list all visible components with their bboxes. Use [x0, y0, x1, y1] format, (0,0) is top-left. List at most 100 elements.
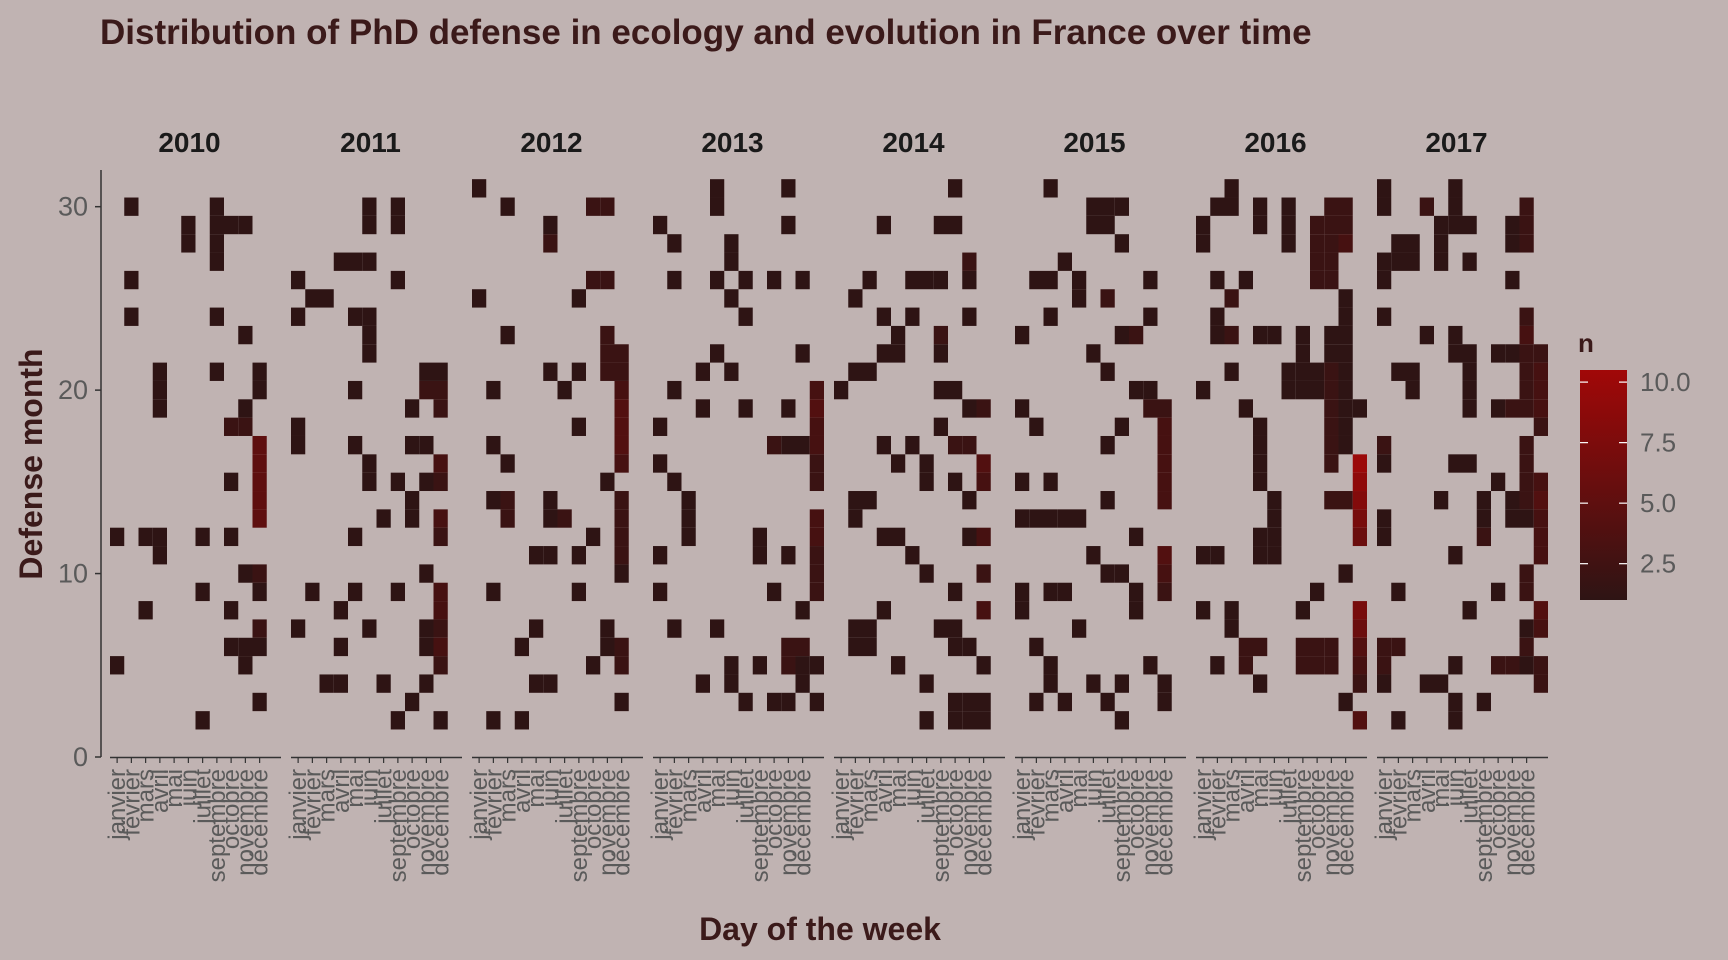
heatmap-cell [1114, 234, 1129, 253]
x-tick-label: février [842, 769, 869, 836]
heatmap-cell [1352, 527, 1367, 547]
heatmap-cell [614, 454, 629, 473]
heatmap-cell [905, 435, 920, 455]
heatmap-cell [752, 656, 767, 675]
heatmap-cell [976, 399, 991, 418]
x-tick-label: octobre [1123, 769, 1150, 849]
heatmap-cell [543, 215, 558, 235]
heatmap-cell [724, 289, 739, 308]
heatmap-cell [1352, 399, 1367, 418]
heatmap-cell [614, 399, 629, 418]
heatmap-cell [724, 674, 739, 693]
heatmap-cell [919, 674, 934, 693]
heatmap-cell [571, 546, 586, 565]
heatmap-cell [948, 215, 963, 235]
heatmap-cell [724, 234, 739, 253]
heatmap-cell [1267, 527, 1282, 547]
facet-label-2013: 2013 [701, 127, 763, 158]
heatmap-cell [1029, 417, 1044, 436]
heatmap-cell [1533, 399, 1548, 418]
heatmap-cell [1224, 362, 1239, 381]
heatmap-cell [1519, 362, 1534, 381]
x-tick-label: juillet [733, 769, 760, 825]
heatmap-cell [1448, 454, 1463, 473]
heatmap-cell [1295, 656, 1310, 675]
heatmap-cell [1448, 344, 1463, 363]
x-tick-label: avril [690, 769, 717, 813]
heatmap-cell [1310, 637, 1325, 657]
heatmap-cell [600, 270, 615, 290]
heatmap-cell [1377, 454, 1392, 473]
heatmap-cell [209, 307, 224, 326]
x-tick-label: avril [871, 769, 898, 813]
heatmap-cell [1043, 307, 1058, 326]
heatmap-cell [1086, 546, 1101, 565]
heatmap-cell [1519, 344, 1534, 363]
heatmap-cell [1310, 270, 1325, 290]
x-tick-label: juin [718, 769, 745, 807]
heatmap-cell [1015, 325, 1030, 345]
heatmap-cell [224, 527, 239, 547]
heatmap-cell [1533, 527, 1548, 547]
heatmap-cell [362, 197, 377, 216]
heatmap-cell [667, 619, 682, 638]
heatmap-cell [1338, 491, 1353, 510]
heatmap-cell [1129, 380, 1144, 400]
heatmap-cell [614, 564, 629, 583]
heatmap-cell [1476, 527, 1491, 547]
heatmap-cell [1267, 546, 1282, 565]
heatmap-cell [1143, 270, 1158, 290]
heatmap-cell [614, 362, 629, 381]
heatmap-cell [614, 417, 629, 436]
heatmap-cell [1253, 454, 1268, 473]
heatmap-cell [1043, 656, 1058, 675]
facet-label-2017: 2017 [1425, 127, 1487, 158]
x-tick-label: juin [1442, 769, 1469, 807]
heatmap-cell [1295, 380, 1310, 400]
x-tick-label: décembre [971, 769, 998, 876]
heatmap-cell [600, 619, 615, 638]
heatmap-cell [1253, 472, 1268, 492]
legend-title: n [1578, 328, 1594, 358]
heatmap-cell [919, 472, 934, 492]
heatmap-cell [1505, 491, 1520, 510]
heatmap-cell [1281, 380, 1296, 400]
heatmap-cell [419, 564, 434, 583]
heatmap-cell [1419, 325, 1434, 345]
x-tick-label: octobre [761, 769, 788, 849]
heatmap-cell [543, 491, 558, 510]
heatmap-cell [514, 711, 529, 730]
heatmap-cell [1462, 601, 1477, 620]
heatmap-cell [1324, 399, 1339, 418]
heatmap-cell [348, 435, 363, 455]
heatmap-cell [600, 362, 615, 381]
heatmap-cell [1338, 234, 1353, 253]
heatmap-cell [1533, 491, 1548, 510]
heatmap-cell [1114, 674, 1129, 693]
heatmap-cell [1043, 179, 1058, 198]
heatmap-cell [1043, 472, 1058, 492]
x-tick-label: juin [537, 769, 564, 807]
x-tick-label: décembre [1333, 769, 1360, 876]
heatmap-cell [1210, 546, 1225, 565]
heatmap-cell [1519, 399, 1534, 418]
heatmap-cell [362, 307, 377, 326]
heatmap-cell [795, 270, 810, 290]
x-tick-label: juillet [371, 769, 398, 825]
heatmap-cell [571, 417, 586, 436]
heatmap-cell [1015, 509, 1030, 528]
heatmap-cell [795, 656, 810, 675]
heatmap-cell [1029, 692, 1044, 712]
heatmap-cell [667, 270, 682, 290]
heatmap-cell [252, 435, 267, 455]
heatmap-cell [152, 527, 167, 547]
heatmap-cell [1224, 289, 1239, 308]
heatmap-cell [1533, 380, 1548, 400]
heatmap-cell [1015, 399, 1030, 418]
heatmap-cell [1196, 215, 1211, 235]
heatmap-cell [348, 252, 363, 271]
heatmap-cell [891, 344, 906, 363]
heatmap-cell [1519, 509, 1534, 528]
heatmap-cell [1462, 454, 1477, 473]
heatmap-cell [976, 527, 991, 547]
